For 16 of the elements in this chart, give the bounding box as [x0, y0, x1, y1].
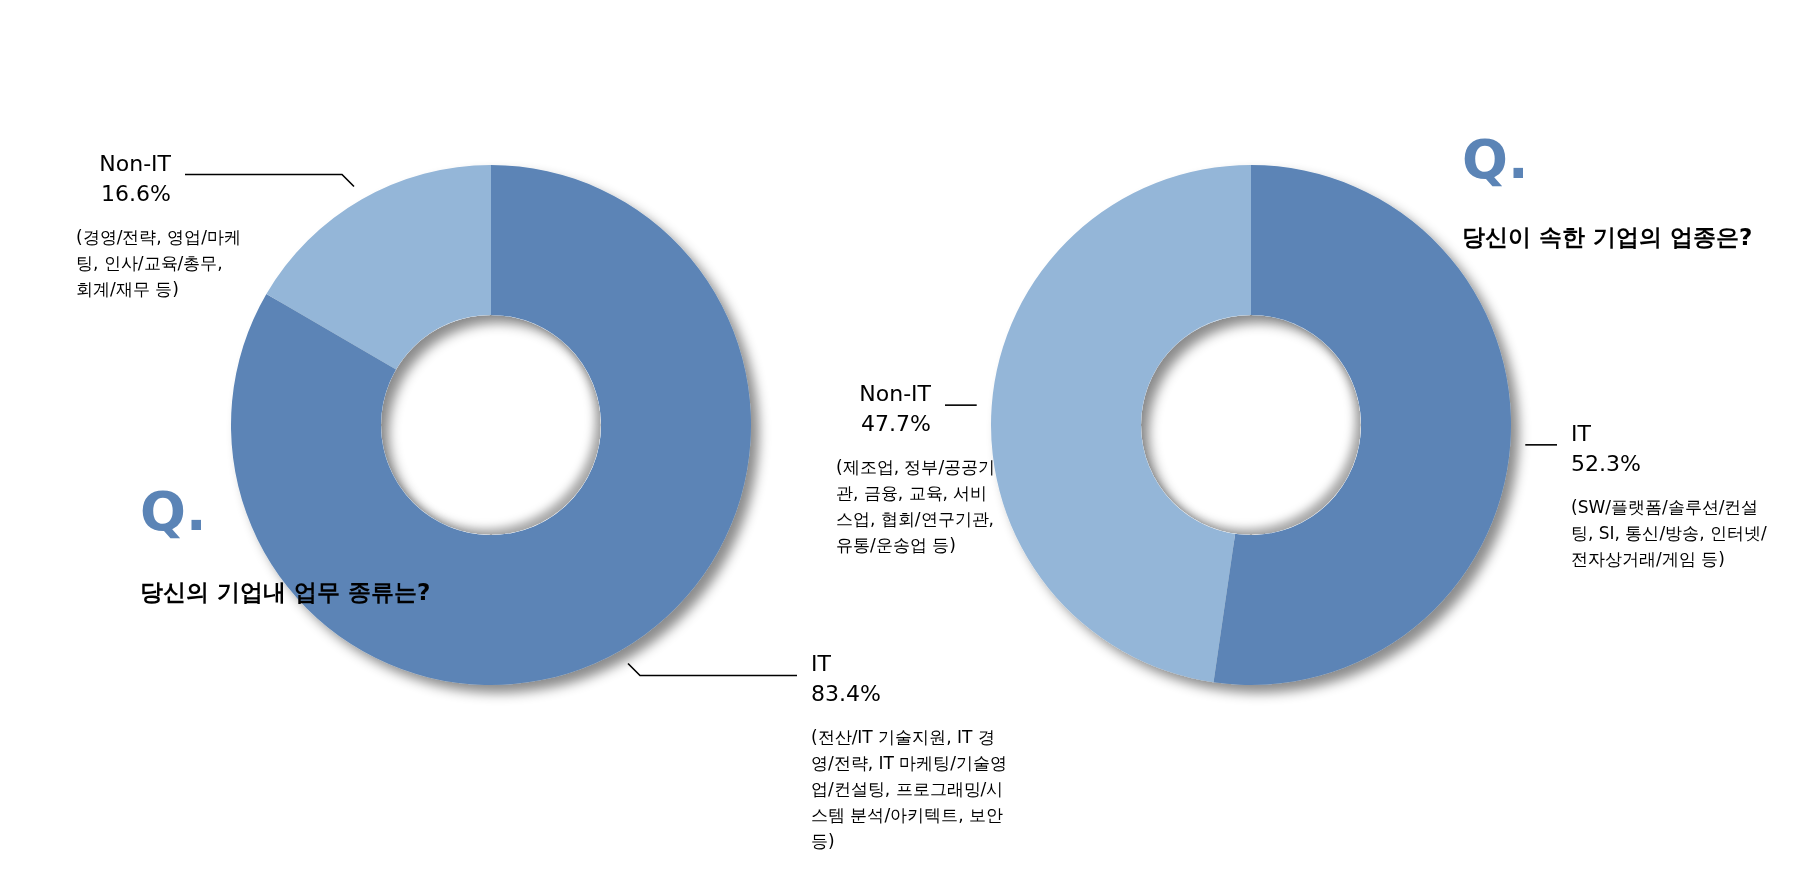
data-label: 16.6% [101, 180, 171, 206]
text: (제조업, 정부/공공기관, 금융, 교육, 서비스업, 협회/연구기관, 유통/운송업 등) [836, 457, 1000, 556]
slice-label: Non-IT [859, 381, 932, 407]
data-label: 47.7% [861, 411, 931, 437]
data-label: 52.3% [1571, 450, 1641, 476]
slice-label: IT [1571, 420, 1592, 446]
text: Q. [140, 480, 207, 543]
text: (SW/플랫폼/솔루션/컨설팅, SI, 통신/방송, 인터넷/전자상거래/게임 등) [1571, 496, 1767, 569]
chart-title: Q. [1462, 128, 1529, 191]
data-label: 83.4% [811, 681, 881, 707]
text: 당신이 속한 기업의 업종은? [1462, 224, 1753, 250]
slice-label: Non-IT [99, 150, 172, 176]
text: (전산/IT 기술지원, IT 경영/전략, IT 마케팅/기술영업/컨설팅, 프로그래밍/시스템 분석/아키텍트, 보안 등) [811, 727, 1009, 852]
slice-label: IT [811, 651, 832, 677]
text: (경영/전략, 영업/마케팅, 인사/교육/총무, 회계/재무 등) [76, 226, 241, 299]
text: 당신의 기업내 업무 종류는? [140, 579, 431, 605]
